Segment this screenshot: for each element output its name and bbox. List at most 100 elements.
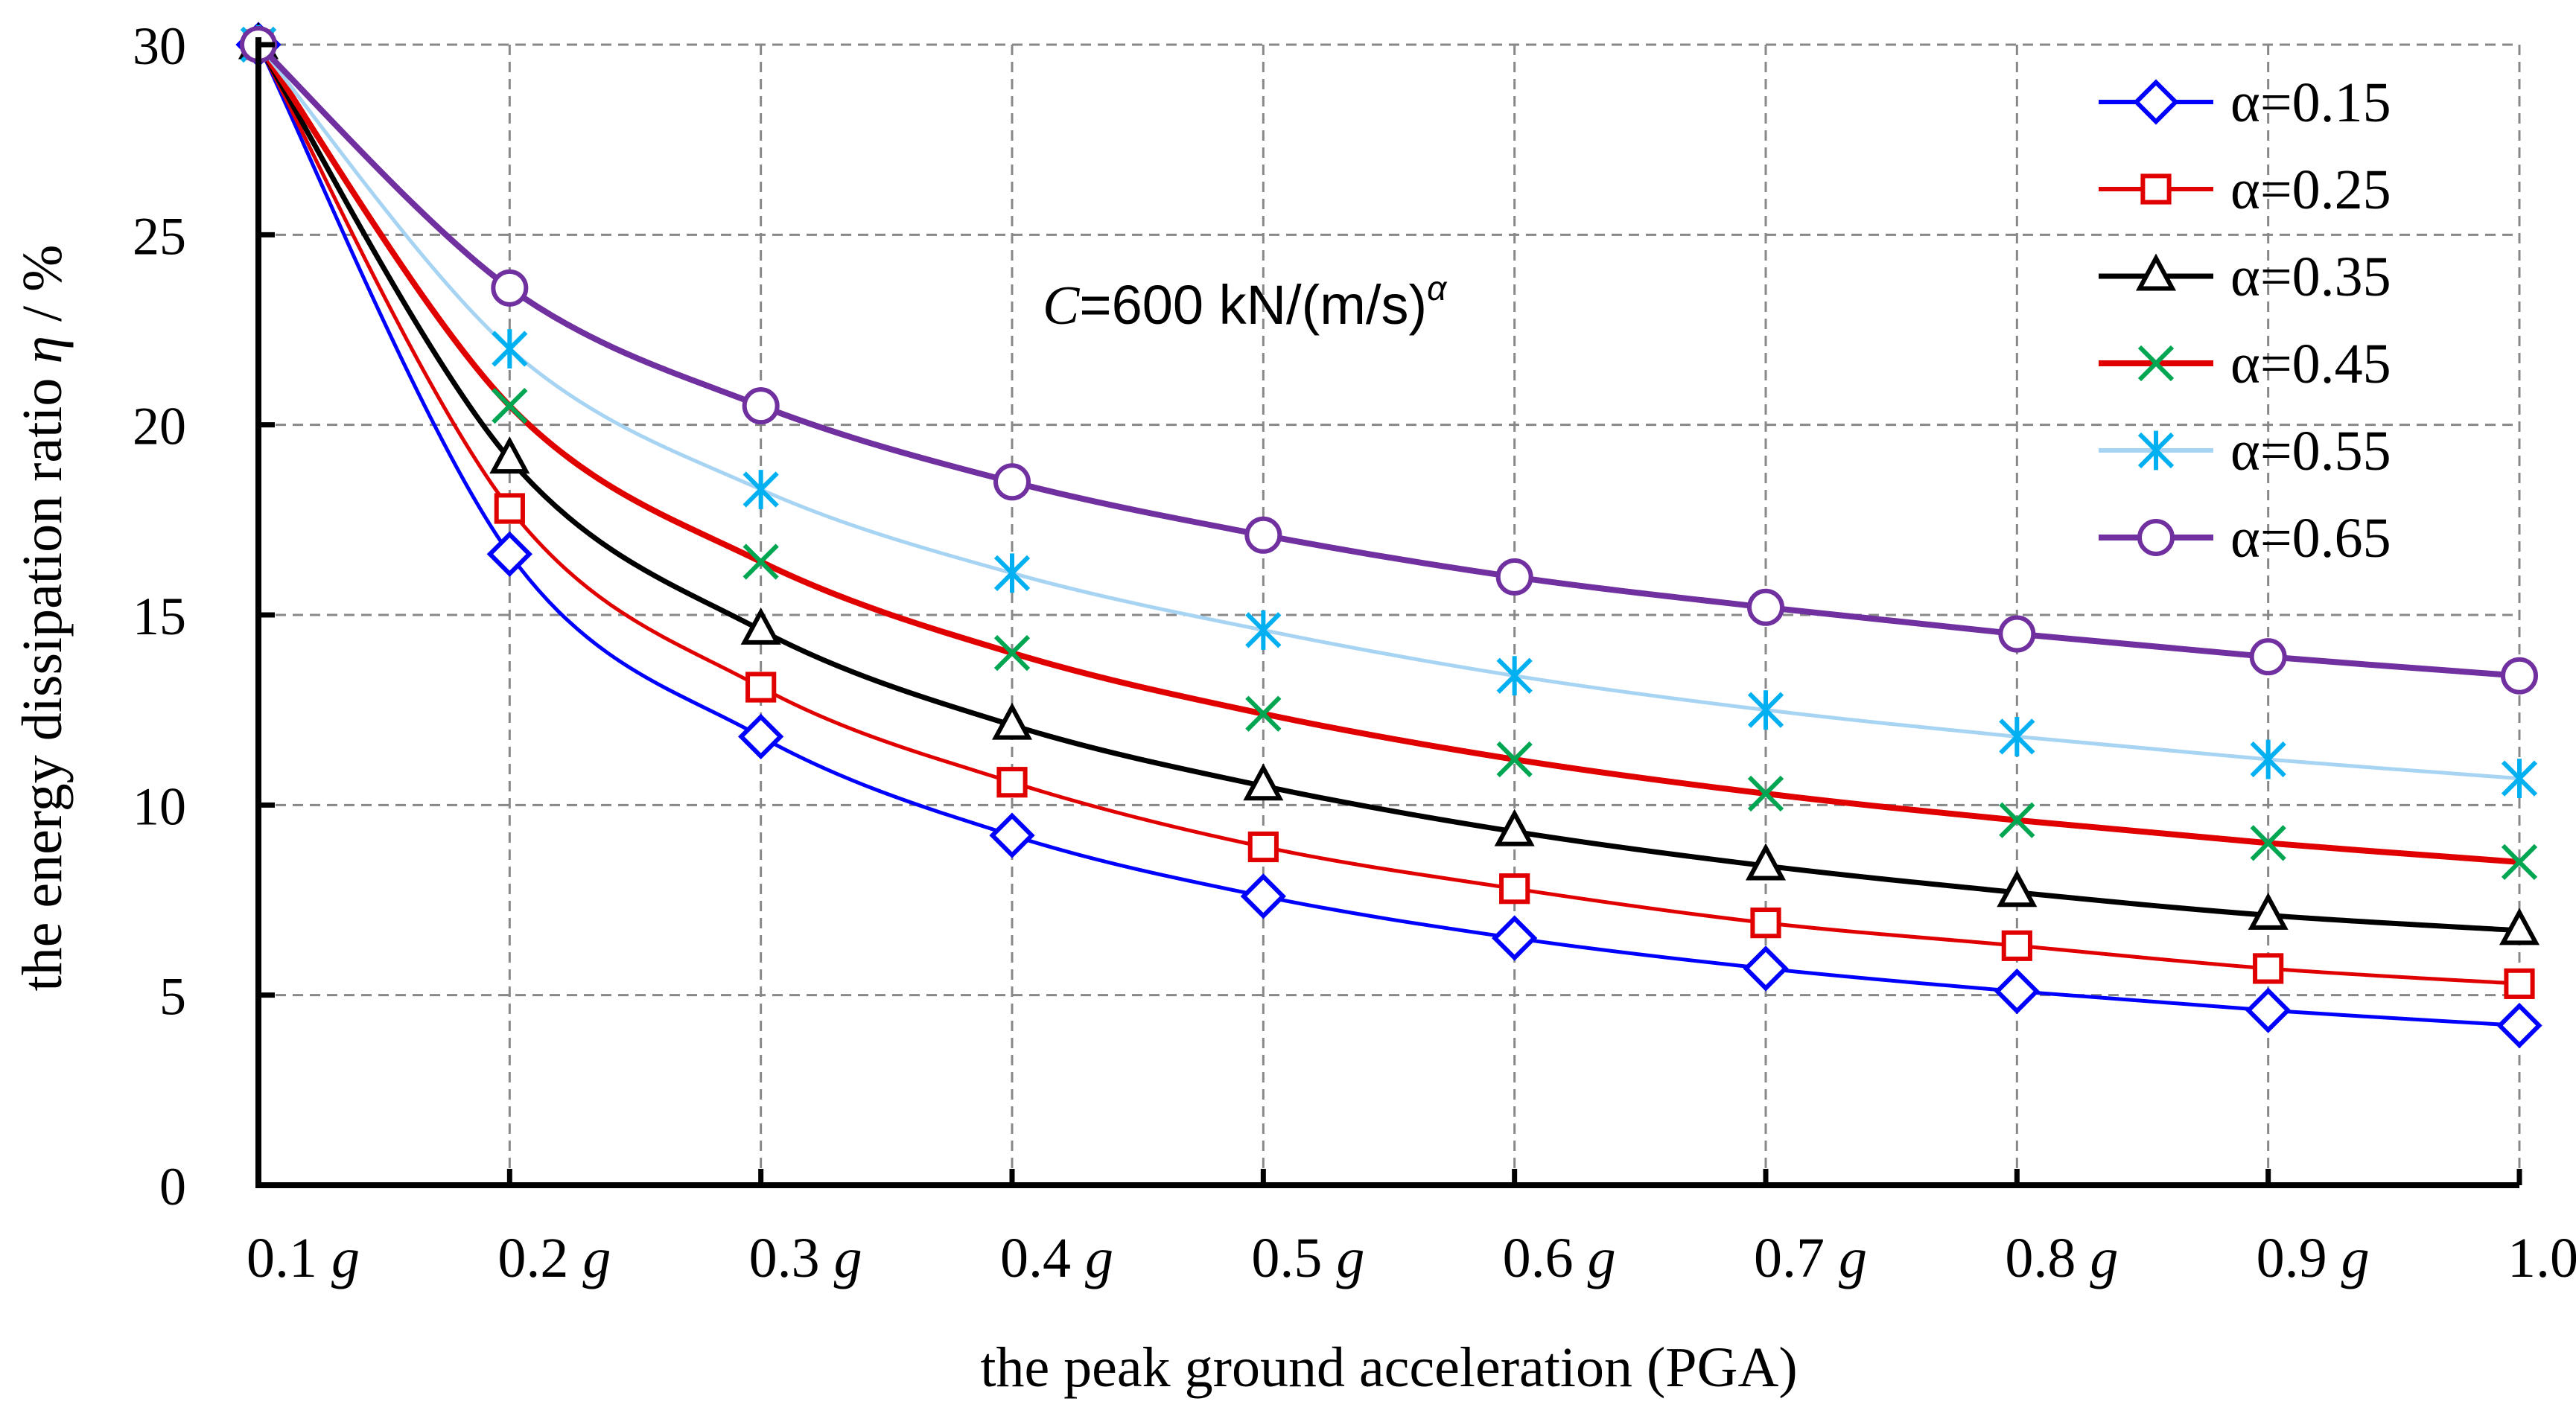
marker-asterisk [742, 470, 779, 509]
series-line [256, 42, 2520, 679]
marker-triangle [2499, 908, 2540, 945]
x-tick-label: 0.5 g [1251, 1227, 1364, 1289]
marker-square [996, 767, 1028, 798]
marker-circle [1495, 558, 1533, 596]
series-line [255, 42, 2520, 865]
marker-diamond [1492, 915, 1538, 961]
x-tick-label: 0.2 g [497, 1227, 611, 1289]
x-tick-label: 1.0 g [2507, 1227, 2576, 1289]
marker-x [1245, 695, 1282, 732]
y-tick-label: 10 [133, 776, 186, 836]
legend-item: α=0.55 [2099, 420, 2391, 482]
marker-square [1750, 908, 1781, 939]
marker-asterisk [2250, 739, 2286, 779]
marker-diamond [486, 531, 532, 577]
marker-triangle [1997, 870, 2038, 908]
marker-circle [1998, 615, 2036, 653]
legend-item: α=0.15 [2099, 71, 2391, 134]
series-α=0.45 [240, 26, 2538, 881]
marker-triangle [1494, 809, 1535, 846]
series-line [256, 43, 2520, 1028]
marker-square [494, 493, 525, 524]
grid [258, 43, 2521, 1185]
y-tick-label: 20 [133, 397, 186, 456]
series-group [235, 22, 2542, 1049]
marker-diamond [738, 713, 784, 760]
y-tick-label: 30 [133, 16, 186, 76]
marker-diamond [2245, 987, 2292, 1033]
legend-label: α=0.35 [2230, 246, 2391, 308]
legend-item: α=0.65 [2099, 507, 2391, 570]
legend-label: α=0.55 [2230, 420, 2391, 482]
marker-circle [2501, 657, 2538, 695]
marker-x [742, 543, 779, 580]
marker-diamond [1743, 945, 1789, 992]
marker-square [2253, 953, 2284, 984]
marker-square [1247, 831, 1279, 863]
marker-x [2501, 843, 2538, 881]
marker-x [1747, 775, 1784, 812]
legend-item: α=0.25 [2099, 159, 2391, 221]
x-tick-label: 0.8 g [2005, 1227, 2118, 1289]
marker-diamond [1240, 873, 1286, 919]
marker-square [745, 672, 777, 703]
marker-square [2504, 968, 2535, 999]
legend-label: α=0.65 [2230, 507, 2391, 570]
y-tick-label: 0 [159, 1157, 186, 1216]
x-tick-label: 0.1 g [247, 1227, 360, 1289]
marker-asterisk [993, 553, 1031, 593]
x-axis-title: the peak ground acceleration (PGA) [980, 1336, 1797, 1399]
marker-square [2001, 930, 2032, 961]
series-α=0.55 [240, 25, 2538, 798]
marker-asterisk [2501, 759, 2538, 798]
x-tick-label: 0.7 g [1754, 1227, 1867, 1289]
legend: α=0.15 α=0.25 α=0.35 α=0.45 α=0.55 α=0.65 [2099, 71, 2391, 570]
marker-asterisk [1496, 656, 1533, 696]
marker-x [993, 634, 1031, 672]
marker-circle [1747, 588, 1784, 626]
series-line [256, 43, 2520, 986]
marker-asterisk [492, 329, 528, 369]
y-tick-label: 15 [133, 587, 186, 646]
legend-item: α=0.35 [2099, 246, 2391, 308]
legend-label: α=0.25 [2230, 159, 2391, 221]
marker-x [492, 388, 528, 424]
marker-circle [742, 387, 780, 425]
y-axis-title: the energy dissipation ratio η / % [11, 244, 74, 991]
series-line [256, 43, 2520, 934]
annotation: C=600 kN/(m/s)α [1043, 269, 1448, 337]
legend-label: α=0.15 [2230, 71, 2391, 134]
marker-triangle [991, 702, 1033, 740]
marker-circle [1244, 516, 1282, 554]
marker-asterisk [1999, 717, 2035, 756]
marker-triangle [1745, 843, 1787, 881]
marker-circle [2249, 638, 2287, 676]
marker-diamond [1994, 968, 2040, 1015]
legend-label: α=0.45 [2230, 333, 2391, 395]
series-α=0.25 [243, 29, 2535, 999]
marker-asterisk [2137, 430, 2175, 471]
series-α=0.15 [235, 22, 2542, 1049]
legend-item: α=0.45 [2099, 333, 2391, 395]
marker-diamond [2496, 1002, 2542, 1049]
marker-diamond [989, 812, 1035, 858]
marker-x [2137, 345, 2175, 382]
marker-x [1496, 741, 1533, 778]
marker-square [1499, 873, 1530, 905]
marker-triangle [489, 436, 530, 474]
series-α=0.65 [240, 26, 2538, 695]
tick-labels: 0 5 10 15 20 25 30 0.1 g 0.2 g 0.3 g 0.4 g 0.5 g 0.6… [133, 16, 2576, 1289]
marker-triangle [740, 607, 781, 645]
x-tick-label: 0.4 g [1000, 1227, 1113, 1289]
marker-triangle [2248, 892, 2289, 930]
marker-asterisk [1747, 690, 1784, 730]
axes [255, 37, 2522, 1188]
marker-circle [2137, 519, 2175, 556]
marker-triangle [1243, 763, 1284, 801]
marker-triangle [2135, 253, 2177, 291]
marker-x [1999, 802, 2035, 838]
series-line [257, 43, 2520, 781]
x-tick-label: 0.3 g [749, 1227, 862, 1289]
marker-diamond [2133, 79, 2179, 125]
